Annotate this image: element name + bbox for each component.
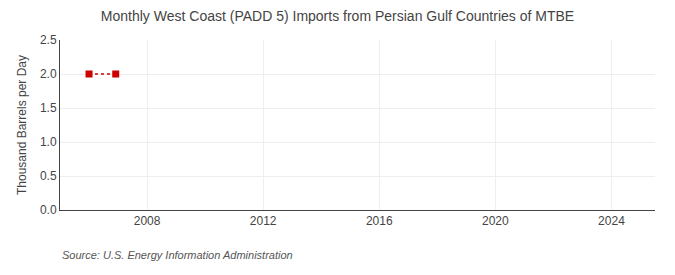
- svg-text:2012: 2012: [250, 214, 277, 228]
- svg-text:2024: 2024: [598, 214, 625, 228]
- svg-text:1.0: 1.0: [40, 135, 57, 149]
- svg-text:2016: 2016: [366, 214, 393, 228]
- svg-text:Monthly West Coast (PADD 5) Im: Monthly West Coast (PADD 5) Imports from…: [101, 8, 574, 24]
- svg-text:Thousand Barrels per Day: Thousand Barrels per Day: [15, 55, 29, 195]
- svg-text:Source: U.S. Energy Informatio: Source: U.S. Energy Information Administ…: [62, 249, 293, 261]
- svg-text:2.0: 2.0: [40, 67, 57, 81]
- svg-text:1.5: 1.5: [40, 101, 57, 115]
- svg-text:2008: 2008: [134, 214, 161, 228]
- svg-text:0.0: 0.0: [40, 203, 57, 217]
- svg-text:0.5: 0.5: [40, 169, 57, 183]
- svg-text:2020: 2020: [482, 214, 509, 228]
- svg-text:2.5: 2.5: [40, 33, 57, 47]
